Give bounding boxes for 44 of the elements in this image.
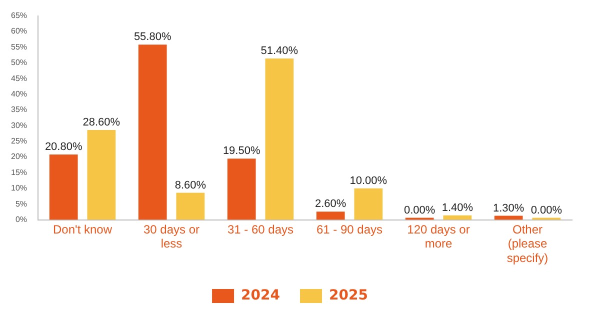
bar bbox=[494, 216, 523, 220]
y-tick-label: 20% bbox=[10, 152, 28, 162]
y-tick-label: 25% bbox=[10, 136, 28, 146]
y-tick-label: 60% bbox=[10, 26, 28, 36]
bar bbox=[87, 130, 116, 220]
y-tick-label: 50% bbox=[10, 58, 28, 68]
data-label: 0.00% bbox=[404, 204, 436, 216]
data-label: 8.60% bbox=[174, 179, 206, 192]
y-tick-label: 65% bbox=[10, 11, 28, 20]
data-label: 2.60% bbox=[314, 198, 346, 210]
data-label: 51.40% bbox=[260, 45, 298, 58]
bar bbox=[316, 212, 345, 220]
data-label: 20.80% bbox=[44, 141, 82, 154]
bar bbox=[227, 158, 256, 220]
legend-label: 2024 bbox=[241, 288, 280, 304]
x-tick-label: 61 - 90 days bbox=[316, 222, 383, 236]
y-tick-label: 55% bbox=[10, 42, 28, 52]
x-tick-label: 31 - 60 days bbox=[227, 222, 294, 236]
y-tick-label: 45% bbox=[10, 74, 28, 83]
legend-label: 2025 bbox=[329, 288, 368, 304]
bar bbox=[354, 188, 383, 220]
data-label: 28.60% bbox=[82, 116, 120, 129]
y-tick-label: 10% bbox=[10, 184, 28, 193]
bar bbox=[176, 192, 205, 220]
data-label: 1.30% bbox=[492, 202, 524, 214]
y-tick-label: 35% bbox=[10, 105, 28, 114]
bar bbox=[443, 215, 472, 220]
data-label: 55.80% bbox=[134, 31, 172, 44]
x-tick-label: Don't know bbox=[53, 222, 112, 236]
bar bbox=[49, 154, 78, 220]
x-tick-label: 120 days or more bbox=[407, 222, 470, 251]
y-tick-label: 5% bbox=[15, 199, 28, 208]
data-label: 19.50% bbox=[222, 145, 260, 158]
y-tick-label: 0% bbox=[15, 215, 28, 224]
x-tick-label: Other (please specify) bbox=[506, 222, 548, 266]
data-label: 1.40% bbox=[442, 202, 474, 214]
y-tick-label: 15% bbox=[10, 168, 28, 177]
data-label: 10.00% bbox=[350, 174, 388, 187]
data-label: 0.00% bbox=[530, 204, 562, 216]
bar bbox=[138, 44, 167, 220]
y-tick-label: 30% bbox=[10, 120, 28, 130]
bar bbox=[265, 58, 294, 220]
y-tick-label: 40% bbox=[10, 89, 28, 98]
x-tick-label: 30 days or less bbox=[143, 222, 200, 251]
